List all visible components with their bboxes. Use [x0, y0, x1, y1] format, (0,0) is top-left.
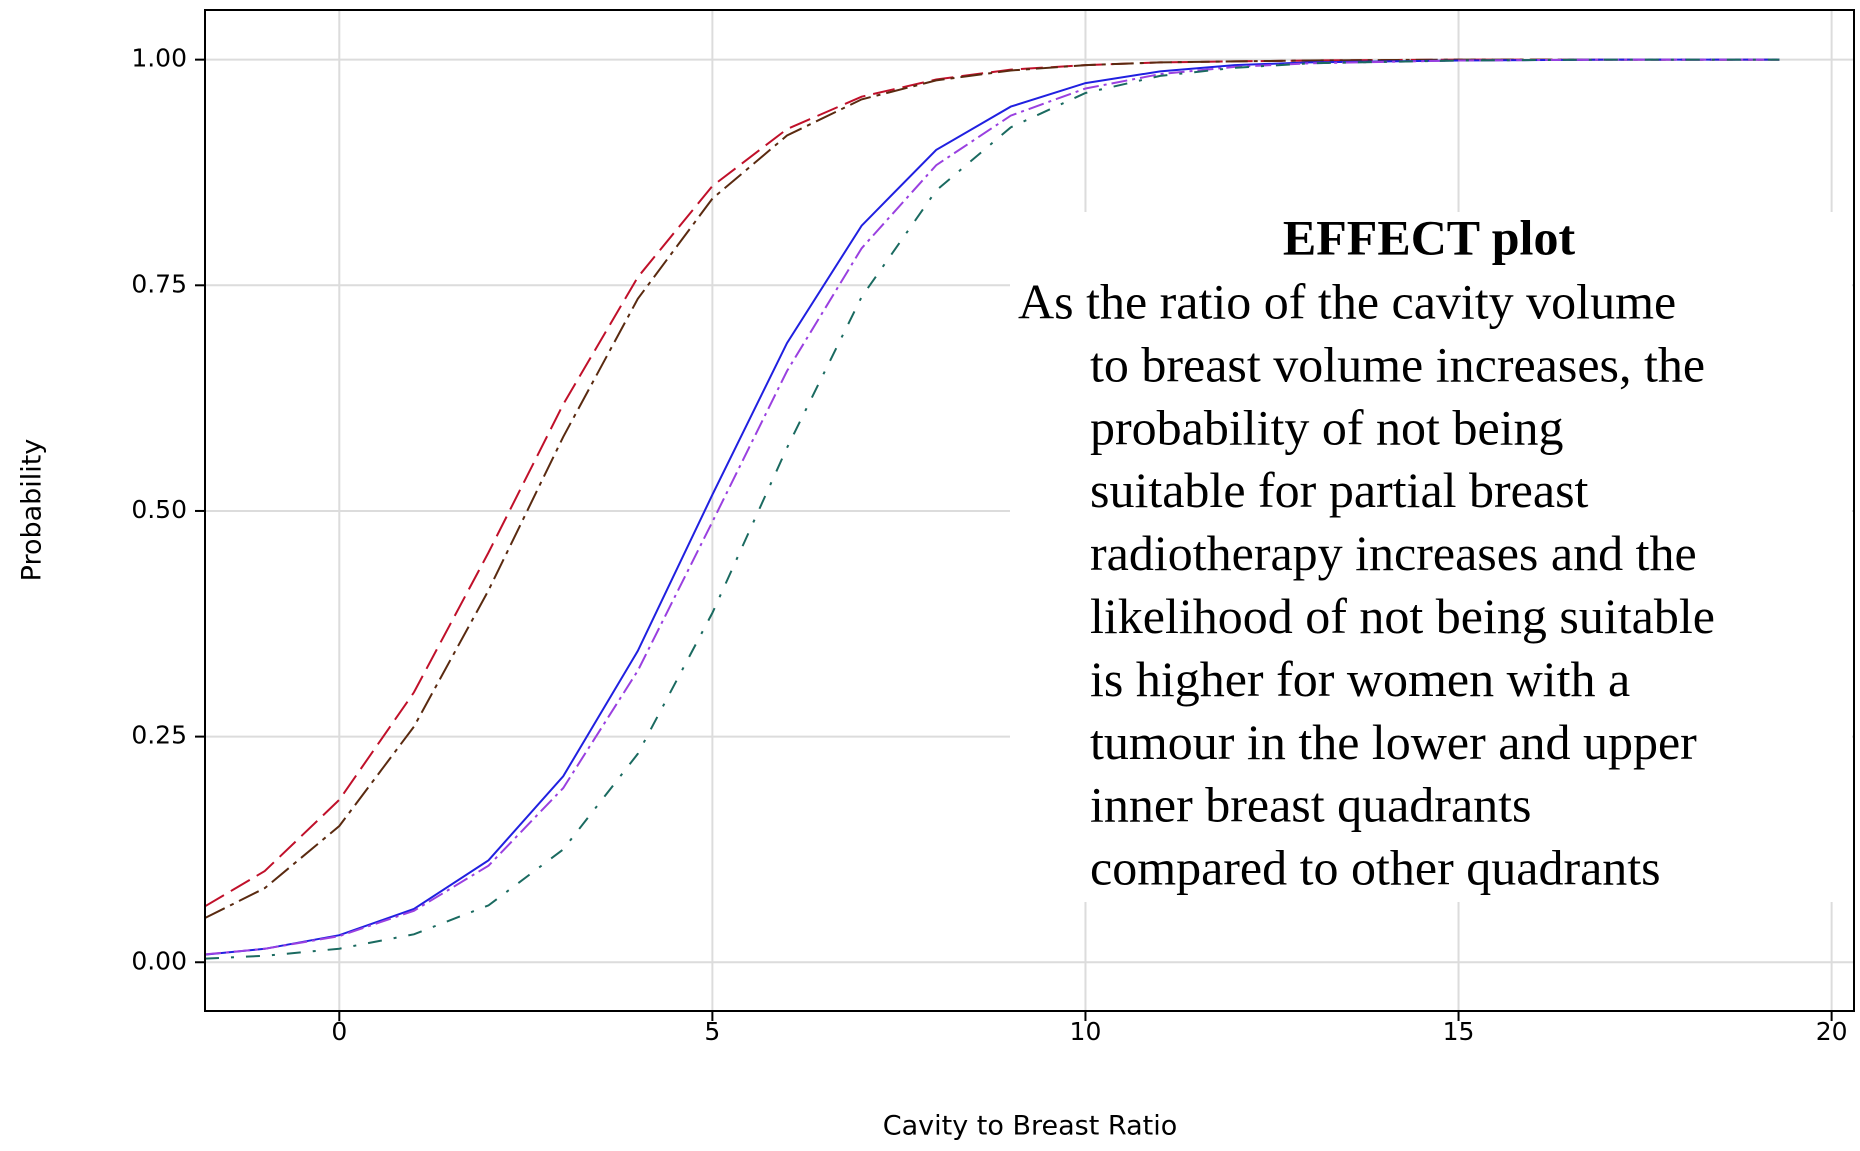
x-tick-label: 20: [1816, 1017, 1848, 1046]
series-line: [204, 58, 1780, 919]
annotation-line: likelihood of not being suitable: [1090, 588, 1715, 644]
annotation-line: suitable for partial breast: [1090, 462, 1589, 518]
series-line: [204, 58, 1780, 956]
annotation-line: to breast volume increases, the: [1090, 336, 1705, 392]
x-tick-label: 10: [1070, 1017, 1102, 1046]
x-axis-label: Cavity to Breast Ratio: [883, 1111, 1177, 1142]
y-tick-label: 0.50: [131, 495, 187, 524]
annotation-line: As the ratio of the cavity volume: [1018, 273, 1676, 329]
annotation-line: is higher for women with a: [1090, 651, 1630, 707]
series-line: [204, 58, 1780, 956]
y-tick-label: 1.00: [131, 44, 187, 73]
annotation-line: tumour in the lower and upper: [1090, 714, 1697, 770]
y-tick-label: 0.75: [131, 269, 187, 298]
x-tick-label: 15: [1443, 1017, 1475, 1046]
annotation-title: EFFECT plot: [1283, 209, 1576, 265]
annotation-background: [1010, 212, 1852, 902]
y-tick-label: 0.00: [131, 946, 187, 975]
x-tick-label: 5: [704, 1017, 720, 1046]
annotation-line: compared to other quadrants: [1090, 840, 1661, 896]
annotation-line: inner breast quadrants: [1090, 777, 1532, 833]
series-line: [204, 58, 1780, 960]
annotation-line: probability of not being: [1090, 399, 1564, 455]
x-tick-label: 0: [331, 1017, 347, 1046]
annotation-line: radiotherapy increases and the: [1090, 525, 1697, 581]
y-axis-label: Probability: [17, 439, 48, 582]
plot-frame: [204, 9, 1855, 1012]
y-tick-label: 0.25: [131, 721, 187, 750]
